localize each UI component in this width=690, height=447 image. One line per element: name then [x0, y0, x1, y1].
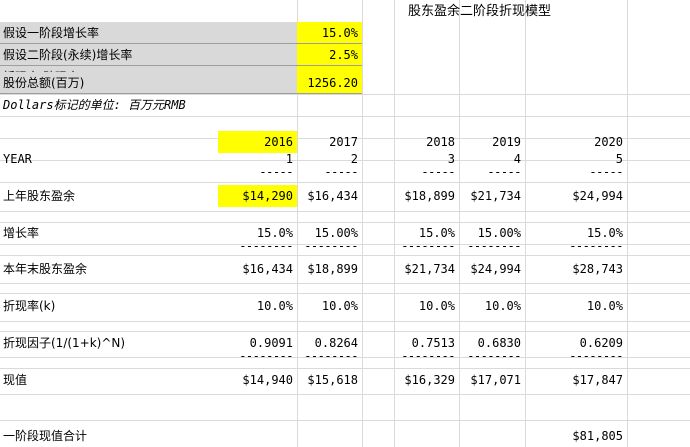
table-cell[interactable]: $21,734 — [404, 262, 455, 276]
table-cell[interactable]: 3 — [447, 152, 455, 166]
table-cell[interactable]: $17,847 — [572, 373, 623, 387]
separator: ----- — [324, 165, 358, 179]
table-cell[interactable]: 5 — [615, 152, 623, 166]
row-label: 本年末股东盈余 — [3, 262, 88, 276]
assumption-value[interactable]: 15.0% — [297, 22, 362, 44]
table-cell[interactable]: $16,329 — [404, 373, 455, 387]
year-cell[interactable]: 2017 — [329, 135, 358, 149]
table-cell[interactable]: 15.0% — [256, 226, 293, 240]
assumption-value[interactable]: 2.5% — [297, 44, 362, 66]
table-cell[interactable]: 2 — [350, 152, 358, 166]
year-cell[interactable]: 2019 — [492, 135, 521, 149]
separator: -------- — [239, 239, 293, 253]
row-label: 一阶段现值合计 — [3, 429, 88, 443]
separator: ----- — [421, 165, 455, 179]
unit-note: Dollars标记的单位: 百万元RMB — [3, 98, 186, 112]
separator: -------- — [304, 349, 358, 363]
table-cell[interactable]: $24,994 — [572, 189, 623, 203]
table-cell[interactable]: $16,434 — [307, 189, 358, 203]
table-cell[interactable]: 15.0% — [418, 226, 455, 240]
table-cell[interactable]: 10.0% — [321, 299, 358, 313]
assumption-label: 股份总额(百万) — [0, 72, 297, 94]
table-cell[interactable]: 0.7513 — [411, 336, 455, 350]
separator: ----- — [259, 165, 293, 179]
assumption-label: 假设二阶段(永续)增长率 — [0, 44, 297, 66]
row-label: 上年股东盈余 — [3, 189, 76, 203]
table-cell[interactable]: $14,940 — [242, 373, 293, 387]
separator: -------- — [569, 239, 623, 253]
assumption-value[interactable]: 1256.20 — [297, 72, 362, 94]
separator: -------- — [401, 349, 455, 363]
separator: ----- — [487, 165, 521, 179]
table-cell[interactable]: $15,618 — [307, 373, 358, 387]
separator: -------- — [467, 349, 521, 363]
table-cell[interactable]: 10.0% — [418, 299, 455, 313]
table-cell[interactable]: 0.6209 — [579, 336, 623, 350]
separator: -------- — [467, 239, 521, 253]
table-cell[interactable]: 0.9091 — [249, 336, 293, 350]
table-cell[interactable]: 15.00% — [314, 226, 358, 240]
total-value[interactable]: $81,805 — [572, 429, 623, 443]
table-cell[interactable]: 10.0% — [586, 299, 623, 313]
year-cell[interactable]: 2020 — [594, 135, 623, 149]
row-label: YEAR — [3, 152, 32, 166]
table-cell[interactable]: 15.00% — [477, 226, 521, 240]
table-cell[interactable]: 0.6830 — [477, 336, 521, 350]
year-cell[interactable]: 2018 — [426, 135, 455, 149]
model-title: 股东盈余二阶段折现模型 — [408, 4, 552, 19]
table-cell[interactable]: 4 — [513, 152, 521, 166]
table-cell[interactable]: $14,290 — [218, 185, 297, 207]
table-cell[interactable]: 10.0% — [484, 299, 521, 313]
table-cell[interactable]: 1 — [285, 152, 293, 166]
table-cell[interactable]: 15.0% — [586, 226, 623, 240]
row-label: 折现因子(1/(1+k)^N) — [3, 336, 126, 350]
row-label: 增长率 — [3, 226, 40, 240]
table-cell[interactable]: $17,071 — [470, 373, 521, 387]
table-cell[interactable]: 0.8264 — [314, 336, 358, 350]
assumption-label: 假设一阶段增长率 — [0, 22, 297, 44]
table-cell[interactable]: $21,734 — [470, 189, 521, 203]
year-cell[interactable]: 2016 — [218, 131, 297, 153]
table-cell[interactable]: 10.0% — [256, 299, 293, 313]
table-cell[interactable]: $28,743 — [572, 262, 623, 276]
table-cell[interactable]: $18,899 — [307, 262, 358, 276]
table-cell[interactable]: $24,994 — [470, 262, 521, 276]
row-label: 折现率(k) — [3, 299, 56, 313]
row-label: 现值 — [3, 373, 28, 387]
separator: -------- — [401, 239, 455, 253]
separator: -------- — [239, 349, 293, 363]
table-cell[interactable]: $16,434 — [242, 262, 293, 276]
table-cell[interactable]: $18,899 — [404, 189, 455, 203]
separator: ----- — [589, 165, 623, 179]
separator: -------- — [304, 239, 358, 253]
separator: -------- — [569, 349, 623, 363]
